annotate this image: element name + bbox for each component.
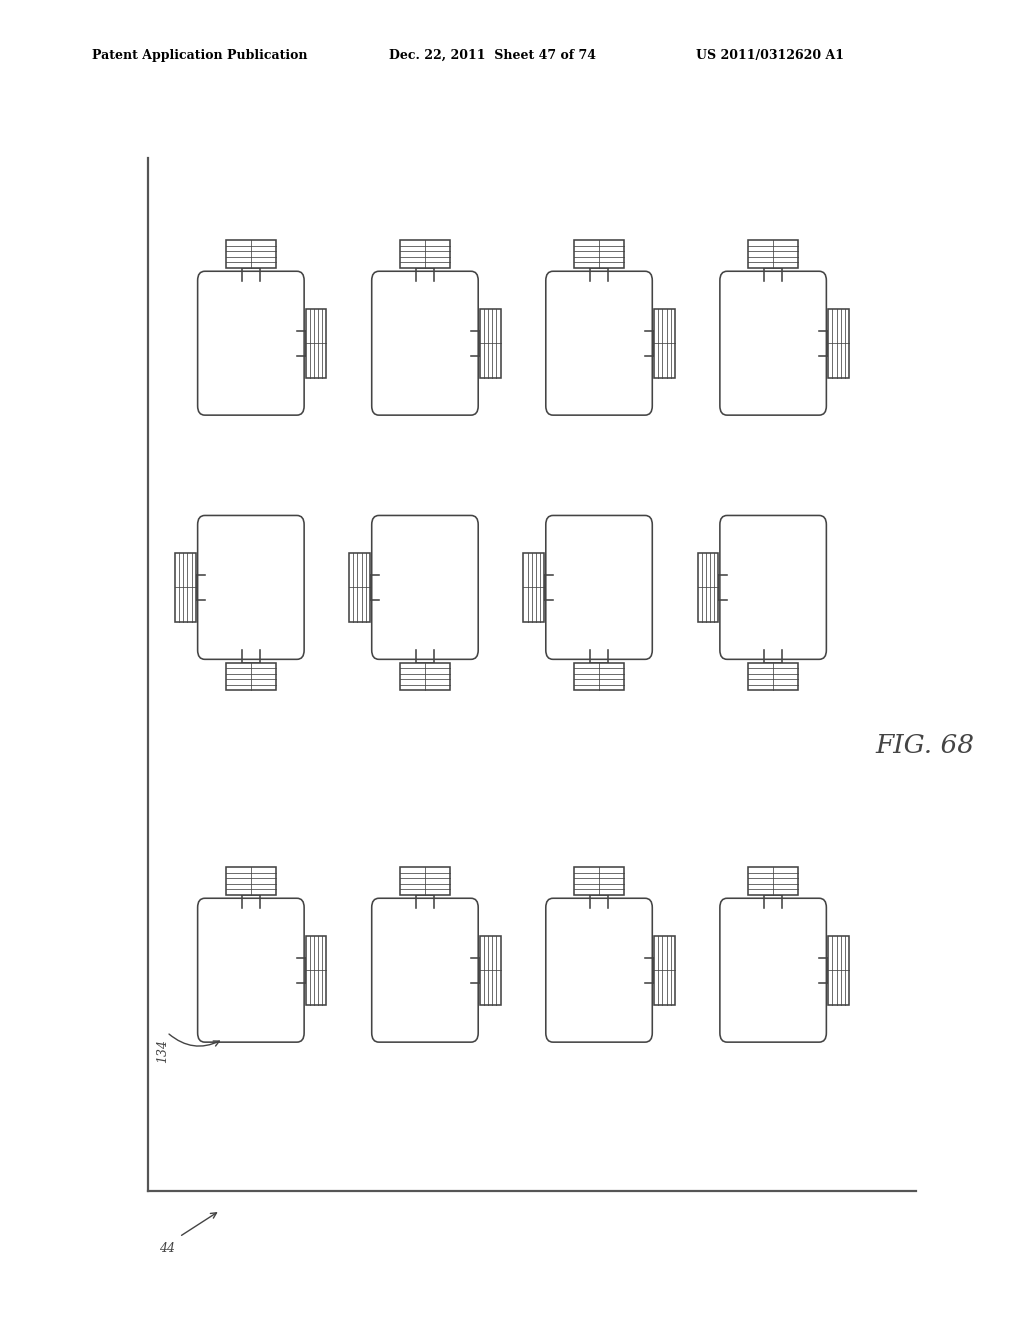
- FancyBboxPatch shape: [748, 663, 799, 690]
- FancyBboxPatch shape: [306, 936, 327, 1005]
- FancyBboxPatch shape: [546, 272, 652, 414]
- FancyBboxPatch shape: [720, 898, 826, 1043]
- FancyBboxPatch shape: [399, 240, 451, 268]
- FancyBboxPatch shape: [546, 515, 652, 659]
- FancyBboxPatch shape: [372, 272, 478, 414]
- FancyBboxPatch shape: [349, 553, 370, 622]
- Text: FIG. 68: FIG. 68: [876, 734, 975, 758]
- FancyBboxPatch shape: [480, 936, 501, 1005]
- FancyBboxPatch shape: [748, 240, 799, 268]
- FancyBboxPatch shape: [175, 553, 196, 622]
- FancyBboxPatch shape: [573, 663, 625, 690]
- FancyBboxPatch shape: [523, 553, 544, 622]
- FancyBboxPatch shape: [225, 663, 276, 690]
- FancyBboxPatch shape: [654, 936, 675, 1005]
- FancyBboxPatch shape: [372, 898, 478, 1043]
- FancyBboxPatch shape: [399, 663, 451, 690]
- FancyBboxPatch shape: [654, 309, 675, 378]
- FancyBboxPatch shape: [306, 309, 327, 378]
- FancyBboxPatch shape: [480, 309, 501, 378]
- FancyBboxPatch shape: [225, 867, 276, 895]
- FancyBboxPatch shape: [399, 867, 451, 895]
- Text: 134: 134: [156, 1039, 169, 1063]
- FancyBboxPatch shape: [748, 867, 799, 895]
- FancyBboxPatch shape: [198, 272, 304, 414]
- FancyBboxPatch shape: [372, 515, 478, 659]
- FancyBboxPatch shape: [546, 898, 652, 1043]
- Text: 44: 44: [159, 1242, 175, 1255]
- FancyBboxPatch shape: [573, 240, 625, 268]
- FancyBboxPatch shape: [828, 936, 849, 1005]
- FancyBboxPatch shape: [225, 240, 276, 268]
- FancyBboxPatch shape: [198, 898, 304, 1043]
- FancyBboxPatch shape: [828, 309, 849, 378]
- FancyBboxPatch shape: [697, 553, 718, 622]
- Text: Dec. 22, 2011  Sheet 47 of 74: Dec. 22, 2011 Sheet 47 of 74: [389, 49, 596, 62]
- FancyBboxPatch shape: [573, 867, 625, 895]
- FancyBboxPatch shape: [198, 515, 304, 659]
- Text: Patent Application Publication: Patent Application Publication: [92, 49, 307, 62]
- FancyBboxPatch shape: [720, 515, 826, 659]
- Text: US 2011/0312620 A1: US 2011/0312620 A1: [696, 49, 845, 62]
- FancyBboxPatch shape: [720, 272, 826, 414]
